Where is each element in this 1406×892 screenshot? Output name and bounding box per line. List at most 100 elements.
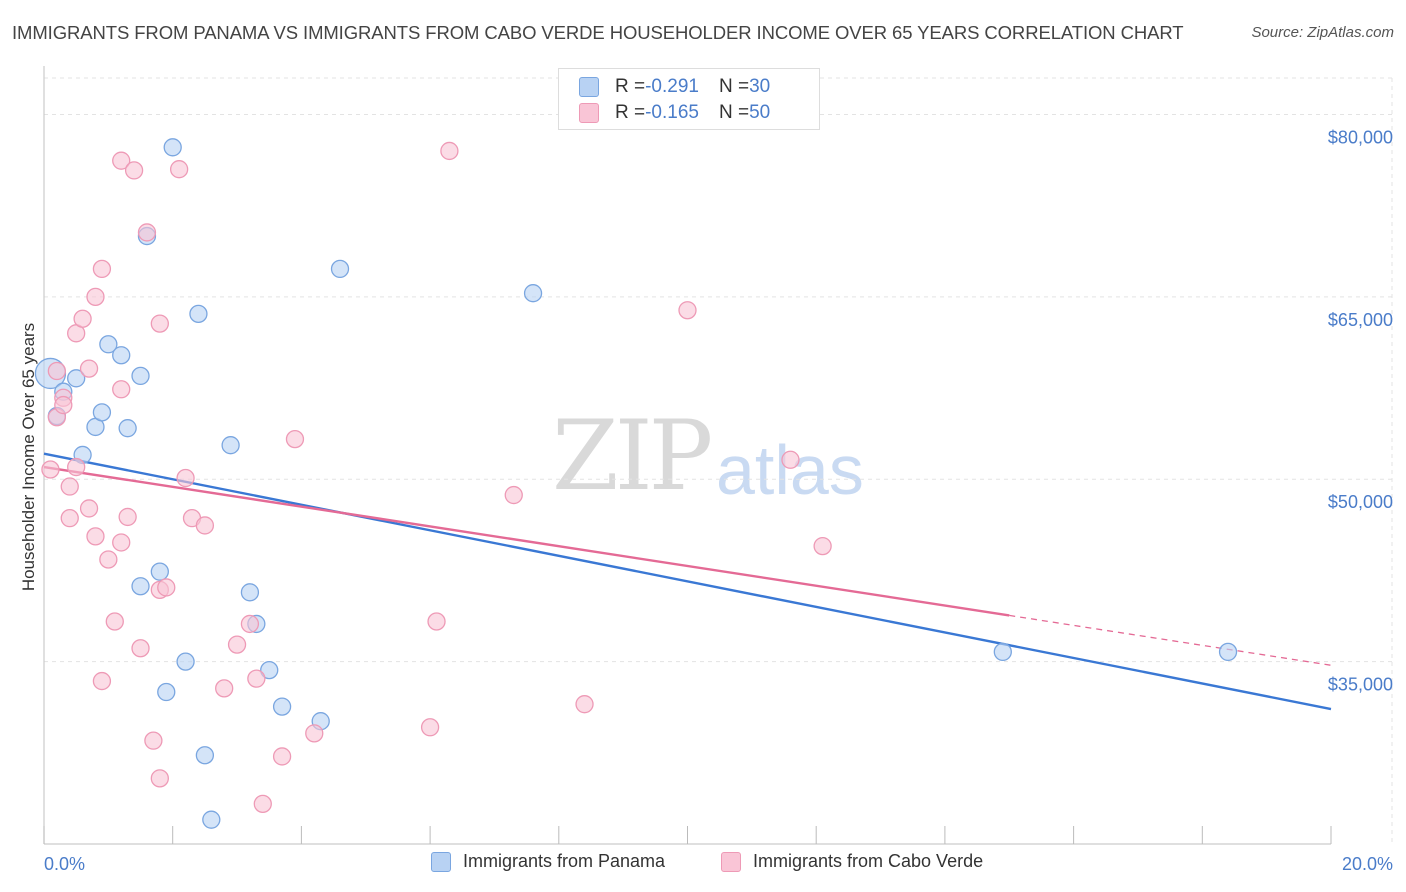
caboverde-point: [575, 695, 594, 714]
caboverde-point: [99, 550, 118, 569]
caboverde-point: [144, 731, 163, 750]
panama-trend-line: [43, 452, 1332, 711]
caboverde-n-label: N =: [718, 102, 750, 123]
axis-labels: $35,000 $50,000 $65,000 $80,000 0.0% 20.0% Hou…: [19, 127, 1393, 874]
caboverde-legend-swatch: [721, 851, 741, 872]
caboverde-point: [272, 747, 292, 766]
panama-point: [150, 562, 169, 581]
caboverde-point: [112, 533, 131, 552]
caboverde-point: [247, 669, 266, 688]
caboverde-point: [678, 301, 697, 320]
caboverde-r-label: R =: [615, 102, 646, 123]
caboverde-point: [79, 499, 99, 518]
caboverde-point: [54, 395, 73, 415]
axes: [43, 66, 1332, 845]
caboverde-point: [813, 536, 832, 556]
caboverde-point: [176, 468, 195, 488]
y-tick-label: $65,000: [1328, 310, 1393, 330]
legend-item-panama: Immigrants from Panama: [431, 851, 665, 872]
caboverde-point: [150, 314, 169, 333]
caboverde-point: [420, 718, 440, 737]
y-tick-label: $35,000: [1328, 675, 1393, 695]
caboverde-point: [118, 507, 137, 527]
panama-point: [131, 577, 150, 596]
caboverde-legend-label: Immigrants from Cabo Verde: [753, 851, 984, 871]
caboverde-point: [427, 612, 446, 631]
caboverde-trend-line: [43, 465, 1010, 617]
gridlines: [44, 77, 1393, 844]
caboverde-point: [215, 679, 234, 698]
caboverde-point: [112, 380, 131, 399]
caboverde-swatch: [579, 103, 599, 123]
panama-point: [221, 436, 240, 455]
correlation-legend: R = -0.291 N = 30 R = -0.165 N = 50: [558, 68, 820, 130]
caboverde-point: [86, 287, 105, 307]
chart-source: Source: ZipAtlas.com: [1251, 24, 1394, 41]
chart-title: IMMIGRANTS FROM PANAMA VS IMMIGRANTS FRO…: [12, 22, 1184, 43]
caboverde-point: [169, 160, 189, 179]
data-points: [34, 138, 1238, 829]
caboverde-point: [440, 141, 459, 161]
panama-point: [993, 642, 1012, 662]
panama-point: [1218, 642, 1238, 662]
caboverde-point: [86, 527, 105, 546]
caboverde-point: [195, 516, 215, 535]
panama-legend-label: Immigrants from Panama: [463, 851, 666, 871]
caboverde-point: [105, 612, 124, 631]
caboverde-point: [60, 477, 79, 496]
panama-point: [112, 346, 131, 365]
panama-point: [118, 419, 137, 438]
panama-point: [523, 284, 543, 303]
panama-swatch: [579, 77, 599, 97]
caboverde-point: [60, 508, 79, 528]
panama-point: [330, 259, 350, 279]
watermark-zip: ZIP: [552, 400, 713, 512]
y-axis-label: Householder Income Over 65 years: [19, 323, 38, 591]
panama-n-value: 30: [749, 76, 771, 97]
panama-point: [195, 746, 215, 765]
watermark-atlas: atlas: [716, 431, 864, 509]
caboverde-point: [67, 457, 86, 477]
caboverde-trend-extension: [1009, 614, 1332, 666]
caboverde-point: [137, 223, 157, 242]
panama-legend-swatch: [431, 851, 451, 872]
panama-point: [272, 697, 292, 716]
panama-point: [67, 369, 86, 388]
panama-point: [163, 138, 182, 157]
caboverde-point: [112, 151, 131, 170]
caboverde-point: [47, 361, 67, 381]
caboverde-point: [240, 614, 260, 634]
panama-r-value: -0.291: [645, 76, 699, 97]
y-tick-label: $50,000: [1328, 492, 1393, 512]
panama-r-label: R =: [615, 76, 646, 97]
caboverde-point: [92, 671, 112, 691]
y-tick-label: $80,000: [1328, 127, 1393, 147]
legend-row-panama: R = -0.291 N = 30: [579, 75, 770, 99]
panama-point: [131, 366, 150, 386]
panama-point: [240, 583, 260, 602]
caboverde-point: [227, 635, 247, 654]
caboverde-point: [305, 724, 324, 743]
legend-item-caboverde: Immigrants from Cabo Verde: [721, 851, 983, 872]
panama-point: [260, 660, 279, 680]
panama-point: [157, 682, 176, 702]
trend-lines: [43, 452, 1332, 711]
caboverde-n-value: 50: [749, 102, 771, 123]
caboverde-point: [504, 485, 523, 505]
caboverde-point: [150, 769, 169, 788]
panama-point: [189, 304, 208, 324]
caboverde-point: [92, 259, 112, 279]
caboverde-point: [253, 794, 272, 814]
caboverde-r-value: -0.165: [645, 102, 699, 123]
caboverde-point: [124, 161, 144, 180]
panama-point: [202, 810, 221, 829]
panama-point: [92, 403, 112, 422]
x-tick-label-max: 20.0%: [1342, 854, 1393, 874]
caboverde-point: [781, 450, 800, 469]
x-tick-label-min: 0.0%: [44, 854, 85, 874]
legend-row-caboverde: R = -0.165 N = 50: [579, 101, 770, 125]
caboverde-point: [41, 460, 60, 479]
caboverde-point: [285, 429, 305, 449]
caboverde-point: [73, 309, 92, 328]
